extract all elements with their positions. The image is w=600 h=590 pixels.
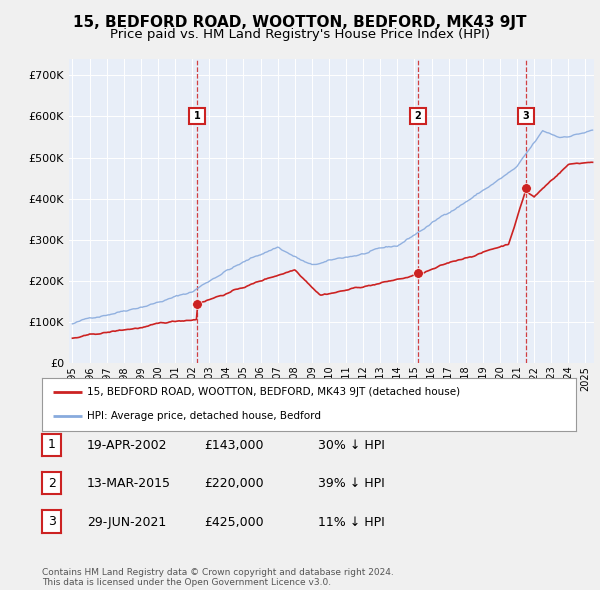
Text: £220,000: £220,000 [204,477,263,490]
Text: HPI: Average price, detached house, Bedford: HPI: Average price, detached house, Bedf… [88,411,322,421]
Text: 15, BEDFORD ROAD, WOOTTON, BEDFORD, MK43 9JT: 15, BEDFORD ROAD, WOOTTON, BEDFORD, MK43… [73,15,527,30]
Text: £143,000: £143,000 [204,439,263,452]
Text: 1: 1 [47,438,56,451]
Text: Contains HM Land Registry data © Crown copyright and database right 2024.
This d: Contains HM Land Registry data © Crown c… [42,568,394,587]
Text: 2: 2 [415,112,421,122]
Text: 13-MAR-2015: 13-MAR-2015 [87,477,171,490]
Text: 2: 2 [47,477,56,490]
Text: 3: 3 [522,112,529,122]
Text: 39% ↓ HPI: 39% ↓ HPI [318,477,385,490]
Text: 30% ↓ HPI: 30% ↓ HPI [318,439,385,452]
Text: 29-JUN-2021: 29-JUN-2021 [87,516,166,529]
Text: 1: 1 [194,112,200,122]
Text: 3: 3 [47,515,56,528]
Text: Price paid vs. HM Land Registry's House Price Index (HPI): Price paid vs. HM Land Registry's House … [110,28,490,41]
Text: £425,000: £425,000 [204,516,263,529]
Text: 19-APR-2002: 19-APR-2002 [87,439,167,452]
Text: 15, BEDFORD ROAD, WOOTTON, BEDFORD, MK43 9JT (detached house): 15, BEDFORD ROAD, WOOTTON, BEDFORD, MK43… [88,388,461,398]
Text: 11% ↓ HPI: 11% ↓ HPI [318,516,385,529]
